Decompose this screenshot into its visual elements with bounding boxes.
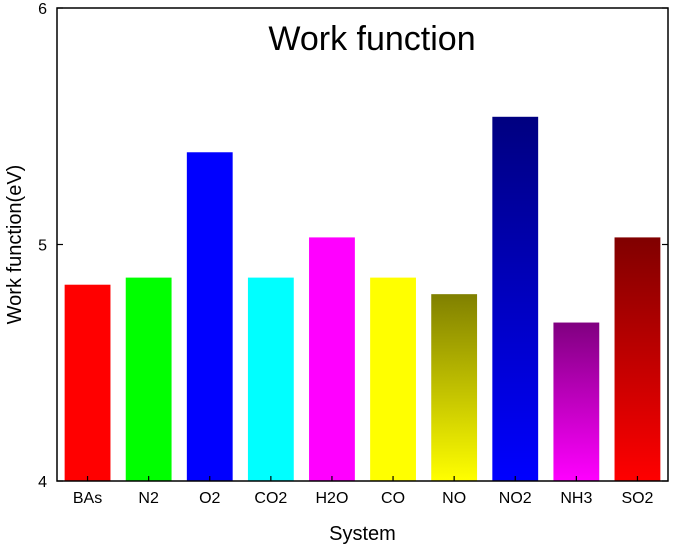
bar-n2 [125,277,172,481]
bar-h2o [309,237,355,481]
x-axis-title: System [329,523,396,545]
x-tick-label: CO2 [254,490,287,507]
x-tick-label: H2O [315,490,348,507]
bar-co2 [247,277,294,481]
x-tick-label: O2 [199,490,220,507]
bar-no [431,294,478,481]
x-tick-label: BAs [73,490,102,507]
x-tick-label: NO2 [499,490,532,507]
y-tick-label: 4 [38,474,47,491]
y-tick-label: 6 [38,1,47,18]
x-tick-label: N2 [138,490,159,507]
bar-bas [64,284,111,481]
y-axis-title: Work function(eV) [4,165,26,325]
x-tick-label: CO [381,490,405,507]
ticks-group: BAs N2 O2 CO2 H2O CO NO NO2 NH3 SO2 4 5 6 [38,1,668,507]
bar-co [370,277,416,481]
x-tick-label: SO2 [621,490,653,507]
bars-group [64,116,661,481]
bar-nh3 [553,322,600,481]
x-tick-label: NO [442,490,466,507]
bar-o2 [186,152,233,481]
bar-so2 [614,237,661,481]
y-tick-label: 5 [38,238,47,255]
chart-title: Work function [268,20,475,58]
bar-no2 [492,116,539,481]
x-tick-label: NH3 [560,490,592,507]
